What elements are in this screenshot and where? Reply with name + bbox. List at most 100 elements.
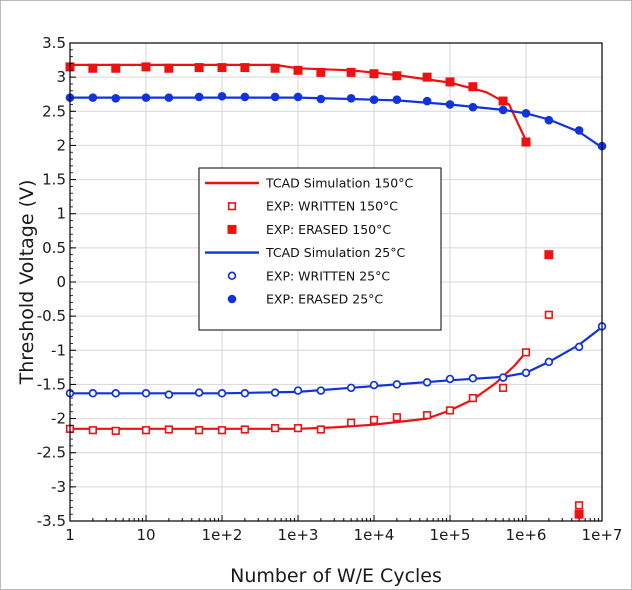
data-point-series-1 — [111, 426, 120, 435]
data-point-series-1 — [217, 426, 227, 435]
y-tick-label: -1.5 — [37, 375, 66, 393]
data-point-series-2 — [111, 63, 121, 73]
legend-label: EXP: WRITTEN 150°C — [266, 199, 398, 214]
x-tick-label: 1e+2 — [202, 526, 243, 544]
data-point-series-4 — [88, 389, 98, 398]
data-point-series-5 — [316, 94, 326, 104]
data-point-series-5 — [544, 115, 554, 125]
y-tick-label: 0 — [56, 273, 66, 291]
data-point-series-1 — [271, 424, 280, 433]
data-point-series-1 — [316, 425, 325, 434]
data-point-series-4 — [270, 388, 280, 397]
data-point-series-5 — [468, 102, 478, 112]
data-point-series-5 — [346, 94, 356, 103]
legend-swatch-marker — [227, 224, 237, 234]
data-point-series-4 — [217, 389, 227, 398]
y-tick-label: -2 — [51, 410, 66, 428]
y-tick-label: 1 — [56, 205, 66, 223]
x-axis-title: Number of W/E Cycles — [230, 565, 442, 587]
data-point-series-1 — [240, 425, 249, 434]
data-point-series-1 — [88, 426, 97, 435]
data-point-series-1 — [347, 418, 356, 427]
data-point-series-4 — [574, 342, 584, 352]
data-point-series-5 — [141, 93, 151, 102]
data-point-series-5 — [164, 93, 174, 102]
legend-label: TCAD Simulation 25°C — [265, 245, 405, 260]
data-point-series-5 — [217, 91, 227, 101]
data-point-series-2 — [346, 67, 356, 77]
data-point-series-5 — [270, 92, 280, 102]
series-markers — [65, 62, 607, 519]
data-point-series-1 — [544, 310, 553, 319]
data-point-series-5 — [111, 94, 121, 103]
legend-label: EXP: WRITTEN 25°C — [266, 268, 390, 283]
data-point-series-5 — [194, 92, 204, 102]
x-tick-label: 1e+6 — [506, 526, 547, 544]
legend-swatch-marker — [227, 294, 237, 304]
data-point-series-2 — [164, 63, 174, 73]
legend-swatch-marker — [227, 202, 237, 211]
legend-box — [198, 167, 442, 331]
data-point-series-1 — [392, 413, 401, 422]
axis-ticks: 1 10 1e+2 1e+3 1e+4 1e+5 1e+6 1e+73.532.521.510… — [37, 34, 623, 544]
data-point-series-5 — [498, 105, 508, 115]
data-point-series-1 — [499, 383, 508, 392]
data-point-series-1 — [141, 426, 151, 435]
data-point-series-4 — [369, 380, 379, 390]
data-point-series-4 — [346, 383, 356, 393]
data-point-series-2 — [445, 77, 455, 87]
data-point-series-4 — [392, 380, 402, 389]
data-point-series-2 — [240, 63, 250, 73]
data-point-series-2 — [392, 71, 402, 81]
data-point-series-4 — [240, 389, 250, 398]
data-point-series-4 — [521, 368, 531, 378]
data-point-series-5 — [445, 100, 455, 109]
data-point-series-5 — [392, 95, 402, 104]
legend-label: TCAD Simulation 150°C — [265, 176, 413, 191]
data-point-series-2 — [194, 63, 204, 73]
data-point-series-5 — [293, 92, 303, 102]
x-tick-label: 1e+3 — [278, 526, 319, 544]
data-point-series-5 — [422, 96, 432, 106]
data-point-series-4 — [194, 388, 204, 397]
data-point-series-1 — [575, 501, 584, 510]
data-point-series-5 — [521, 109, 531, 118]
data-point-series-2 — [521, 137, 531, 147]
data-point-series-2 — [498, 96, 508, 106]
data-point-series-4 — [316, 386, 326, 395]
legend-label: EXP: ERASED 150°C — [266, 222, 391, 237]
data-point-series-4 — [498, 373, 508, 382]
data-point-series-4 — [445, 374, 455, 384]
y-tick-label: -0.5 — [37, 307, 66, 325]
y-tick-label: -2.5 — [37, 444, 66, 462]
data-point-series-2 — [316, 67, 326, 77]
x-tick-label: 1e+4 — [354, 526, 395, 544]
x-tick-label: 1e+7 — [582, 526, 623, 544]
data-point-series-4 — [164, 390, 174, 399]
data-point-series-2 — [468, 82, 478, 92]
data-point-series-1 — [293, 424, 303, 433]
data-point-series-2 — [574, 509, 584, 519]
data-point-series-2 — [88, 63, 98, 73]
data-point-series-2 — [422, 72, 432, 82]
y-axis-title: Threshold Voltage (V) — [16, 180, 38, 386]
data-point-series-1 — [164, 425, 173, 434]
x-tick-label: 1 — [65, 526, 75, 544]
data-point-series-2 — [544, 250, 554, 260]
data-point-series-4 — [544, 357, 554, 367]
y-tick-label: 2.5 — [42, 102, 66, 120]
data-point-series-4 — [293, 386, 303, 395]
data-point-series-2 — [217, 63, 227, 73]
data-point-series-1 — [468, 393, 477, 403]
data-point-series-2 — [141, 62, 151, 72]
data-point-series-5 — [369, 95, 379, 104]
data-point-series-4 — [422, 378, 432, 387]
data-point-series-1 — [521, 348, 531, 357]
data-point-series-2 — [270, 63, 280, 73]
x-tick-label: 10 — [136, 526, 155, 544]
y-tick-label: -3 — [51, 478, 66, 496]
data-point-series-1 — [195, 426, 204, 435]
data-point-series-4 — [468, 374, 478, 383]
